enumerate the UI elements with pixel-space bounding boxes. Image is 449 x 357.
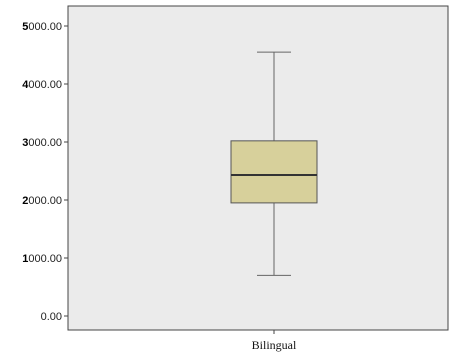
box-bilingual: [230, 51, 318, 276]
y-tick-label: 4000.00: [22, 79, 62, 91]
y-tick-label: 5000.00: [22, 21, 62, 33]
interquartile-box: [230, 140, 318, 204]
x-category-label: Bilingual: [252, 338, 297, 352]
y-tick-label: 0.00: [41, 311, 62, 323]
box-series: [230, 51, 318, 276]
y-tick-label: 2000.00: [22, 195, 62, 207]
x-axis: Bilingual: [252, 330, 297, 352]
y-tick-label: 3000.00: [22, 137, 62, 149]
y-axis: 0.00 1000.00 2000.00 3000.00 4000.00 5000.00: [22, 21, 68, 323]
y-tick-label: 1000.00: [22, 253, 62, 265]
